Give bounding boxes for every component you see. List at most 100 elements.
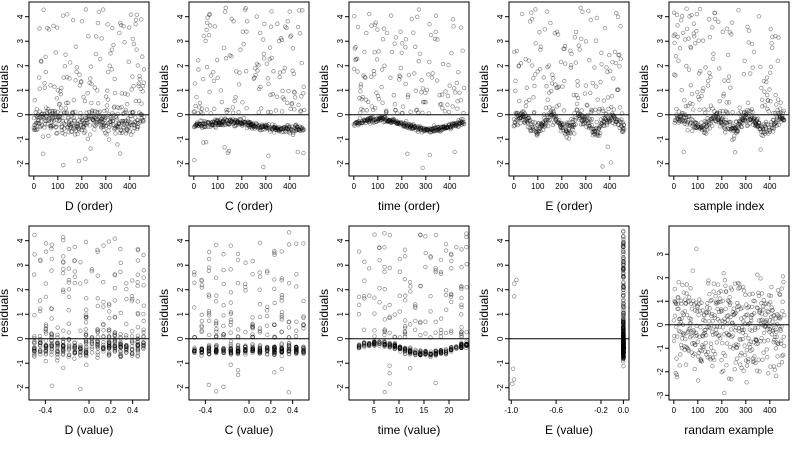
- data-point: [678, 18, 684, 23]
- data-point: [516, 64, 521, 69]
- data-point: [296, 126, 302, 131]
- data-point: [99, 125, 104, 130]
- data-point: [673, 299, 678, 305]
- data-point: [677, 119, 682, 124]
- data-point: [621, 349, 626, 354]
- data-point: [214, 349, 219, 354]
- data-point: [621, 338, 626, 344]
- data-point: [709, 116, 715, 122]
- data-point: [61, 349, 66, 354]
- data-point: [301, 349, 306, 355]
- data-point: [540, 120, 546, 125]
- data-point: [110, 118, 115, 124]
- y-tick-label: 1: [16, 311, 25, 316]
- data-point: [32, 272, 37, 277]
- data-point: [747, 108, 752, 114]
- data-point: [393, 108, 398, 113]
- data-point: [260, 124, 266, 129]
- data-point: [272, 349, 277, 354]
- data-point: [74, 65, 80, 70]
- data-point: [589, 123, 594, 128]
- data-point: [593, 38, 599, 43]
- data-point: [403, 45, 408, 50]
- data-point: [741, 72, 747, 77]
- data-point: [601, 115, 606, 121]
- data-point: [728, 85, 733, 90]
- data-point: [760, 357, 765, 362]
- data-point: [674, 116, 679, 121]
- data-point: [710, 318, 715, 324]
- data-point: [569, 124, 575, 130]
- data-point: [621, 331, 626, 337]
- data-point: [228, 349, 233, 354]
- data-point: [431, 123, 437, 128]
- data-point: [368, 115, 374, 120]
- data-point: [564, 122, 570, 128]
- data-point: [577, 113, 582, 119]
- data-point: [236, 122, 241, 127]
- data-point: [621, 345, 626, 351]
- data-point: [562, 78, 567, 84]
- data-point: [721, 368, 726, 374]
- data-point: [273, 108, 279, 113]
- data-point: [108, 122, 114, 128]
- data-point: [621, 350, 626, 355]
- data-point: [356, 120, 361, 125]
- data-point: [587, 116, 592, 122]
- data-point: [726, 100, 732, 105]
- data-point: [221, 323, 226, 329]
- data-point: [356, 342, 362, 348]
- data-point: [61, 254, 66, 259]
- data-point: [264, 348, 270, 353]
- data-point: [118, 342, 123, 347]
- data-point: [742, 352, 748, 358]
- data-point: [621, 346, 626, 352]
- data-point: [590, 108, 595, 114]
- data-point: [58, 89, 63, 94]
- data-point: [515, 111, 520, 116]
- data-point: [106, 343, 112, 349]
- data-point: [457, 121, 462, 127]
- data-point: [772, 121, 778, 126]
- data-point: [735, 124, 741, 129]
- data-point: [780, 299, 785, 305]
- data-point: [140, 54, 145, 59]
- data-point: [699, 124, 705, 129]
- data-point: [112, 346, 118, 352]
- data-point: [677, 352, 683, 357]
- x-tick-label: 0.2: [265, 406, 277, 415]
- data-point: [556, 120, 561, 125]
- data-point: [621, 346, 626, 352]
- data-point: [716, 309, 722, 315]
- data-point: [621, 240, 626, 246]
- data-point: [199, 347, 205, 352]
- data-point: [272, 345, 277, 350]
- data-point: [537, 30, 542, 35]
- data-point: [74, 121, 80, 127]
- data-point: [431, 126, 436, 131]
- data-point: [562, 46, 567, 52]
- data-point: [529, 16, 535, 22]
- data-point: [544, 9, 550, 14]
- data-point: [529, 10, 534, 15]
- data-point: [694, 125, 700, 130]
- data-point: [229, 118, 235, 123]
- data-point: [135, 342, 141, 348]
- data-point: [243, 349, 248, 354]
- data-point: [621, 301, 626, 306]
- data-point: [206, 349, 212, 354]
- data-point: [547, 117, 553, 123]
- data-point: [697, 347, 703, 353]
- y-tick-label: -1: [496, 359, 505, 367]
- data-point: [681, 290, 687, 295]
- data-point: [620, 341, 626, 347]
- data-point: [525, 119, 530, 125]
- data-point: [721, 122, 727, 127]
- data-point: [778, 326, 783, 332]
- data-point: [387, 363, 392, 368]
- data-point: [621, 340, 626, 346]
- data-point: [103, 130, 108, 136]
- data-point: [356, 294, 362, 300]
- data-point: [81, 124, 86, 130]
- data-point: [388, 75, 393, 81]
